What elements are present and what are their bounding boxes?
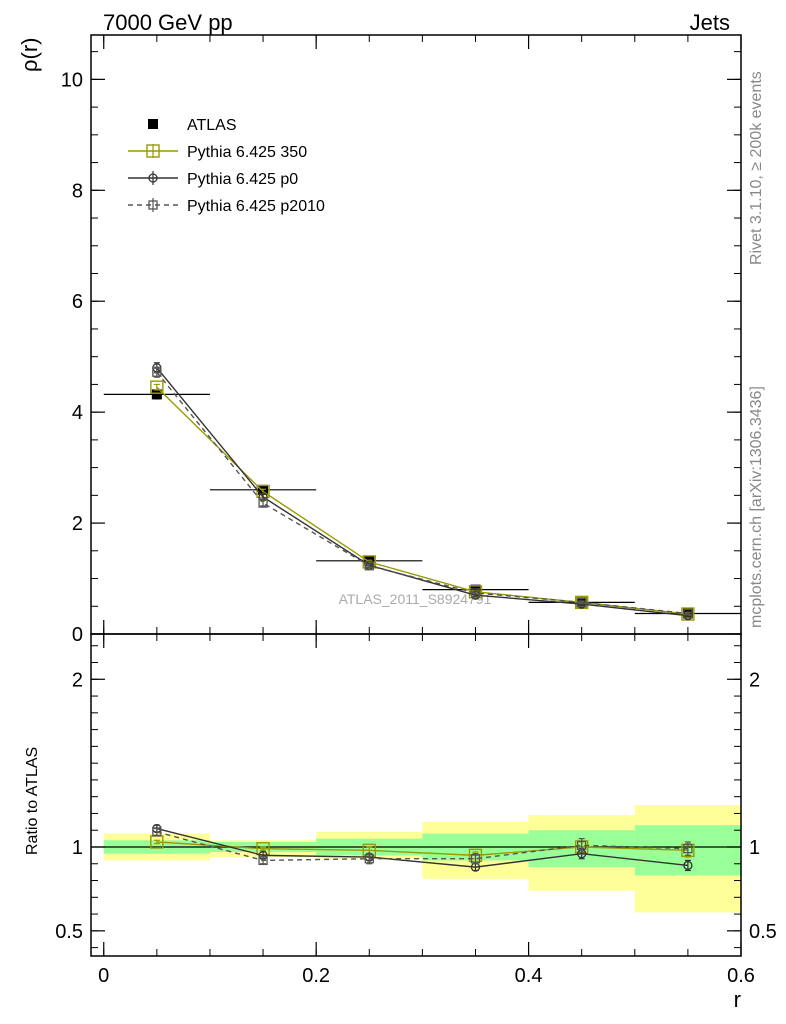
ratio-line-pythia-6-425-p0 — [156, 827, 688, 868]
ratio-y-tick-label-right: 0.5 — [749, 921, 777, 943]
ratio-y-tick-label-left: 1 — [72, 837, 83, 859]
ratio-y-tick-label-left: 0.5 — [55, 921, 83, 943]
main-point-pythia-6-425-350-0 — [150, 380, 164, 394]
rivet-version-label: Rivet 3.1.10, ≥ 200k events — [748, 71, 765, 265]
legend-entry-pythia-6-425-p2010: Pythia 6.425 p2010 — [128, 198, 325, 215]
main-y-tick-label: 0 — [72, 624, 83, 646]
main-point-pythia-6-425-p2010-4 — [577, 597, 587, 608]
main-y-axis-label: ρ(r) — [17, 38, 42, 73]
mcplots-label: mcplots.cern.ch [arXiv:1306.3436] — [748, 386, 765, 628]
main-point-pythia-6-425-p2010-3 — [470, 588, 481, 598]
legend-label-pythia-6-425-p2010: Pythia 6.425 p2010 — [187, 198, 325, 215]
ratio-point-pythia-6-425-p0-5 — [683, 860, 693, 871]
x-tick-label: 0.6 — [727, 965, 755, 987]
ratio-panel-frame — [90, 633, 742, 957]
main-y-tick-label: 10 — [61, 69, 83, 91]
main-point-pythia-6-425-p2010-2 — [364, 561, 374, 571]
main-point-pythia-6-425-350-3 — [468, 585, 483, 599]
x-axis-label: r — [734, 987, 741, 1012]
x-tick-label: 0.4 — [515, 965, 543, 987]
header-left-title: 7000 GeV pp — [103, 10, 233, 35]
main-point-pythia-6-425-p2010-1 — [258, 498, 268, 508]
ratio-point-pythia-6-425-p2010-2 — [364, 854, 374, 864]
ratio-point-pythia-6-425-p2010-4 — [577, 840, 587, 850]
main-y-tick-label: 2 — [72, 513, 83, 535]
main-series-pythia-6-425-p0 — [152, 362, 693, 621]
legend-label-pythia-6-425-p0: Pythia 6.425 p0 — [187, 171, 298, 188]
main-point-atlas-3 — [470, 584, 481, 595]
main-point-atlas-0 — [151, 389, 162, 400]
main-line-pythia-6-425-p0 — [156, 367, 688, 617]
ratio-y-tick-label-right: 1 — [749, 837, 760, 859]
main-line-pythia-6-425-p2010 — [156, 371, 688, 615]
analysis-watermark: ATLAS_2011_S8924791 — [339, 591, 492, 607]
ratio-point-pythia-6-425-p2010-5 — [683, 844, 693, 854]
main-y-tick-label: 4 — [72, 402, 83, 424]
ratio-panel-series — [150, 823, 695, 872]
ratio-point-pythia-6-425-p2010-1 — [258, 855, 268, 866]
legend-marker-pythia-6-425-350 — [146, 144, 160, 158]
legend-entry-pythia-6-425-350: Pythia 6.425 350 — [128, 144, 307, 161]
main-series-pythia-6-425-350 — [150, 380, 695, 621]
ratio-point-pythia-6-425-p2010-3 — [470, 854, 481, 864]
legend-marker-pythia-6-425-p0 — [148, 173, 158, 183]
ratio-y-axis-label: Ratio to ATLAS — [24, 747, 41, 855]
ratio-point-pythia-6-425-p2010-0 — [152, 827, 162, 837]
legend-entry-pythia-6-425-p0: Pythia 6.425 p0 — [128, 171, 298, 188]
x-tick-label: 0.2 — [302, 965, 330, 987]
main-y-tick-label: 6 — [72, 291, 83, 313]
legend-marker-atlas — [148, 119, 158, 129]
main-point-pythia-6-425-p2010-0 — [152, 367, 162, 377]
main-panel-series — [103, 362, 741, 621]
legend-label-pythia-6-425-350: Pythia 6.425 350 — [187, 144, 307, 161]
main-point-pythia-6-425-p2010-5 — [683, 608, 693, 619]
axis-ticks: 0 0.2 0.4 0.6 0 2 4 6 8 10 0.5 0.5 1 1 2 2 — [55, 35, 777, 987]
ratio-y-tick-label-right: 2 — [749, 669, 760, 691]
ratio-uncertainty-bands — [91, 805, 741, 913]
legend: ATLAS Pythia 6.425 350 Pythia 6.425 p0 Pyth… — [128, 117, 325, 215]
legend-marker-pythia-6-425-p2010 — [148, 200, 158, 210]
ratio-series-pythia-6-425-p2010 — [152, 827, 693, 866]
ratio-line-pythia-6-425-p2010 — [156, 831, 688, 862]
legend-entry-atlas: ATLAS — [148, 117, 237, 134]
watermark-group: ATLAS_2011_S8924791 — [339, 591, 492, 607]
header-right-title: Jets — [690, 10, 730, 35]
ratio-y-tick-label-left: 2 — [72, 669, 83, 691]
main-series-pythia-6-425-p2010 — [152, 366, 693, 619]
main-y-tick-label: 8 — [72, 180, 83, 202]
x-tick-label: 0 — [98, 965, 109, 987]
legend-label-atlas: ATLAS — [187, 117, 237, 134]
panel-frames — [90, 34, 742, 957]
ratio-line-pythia-6-425-350 — [156, 841, 688, 857]
